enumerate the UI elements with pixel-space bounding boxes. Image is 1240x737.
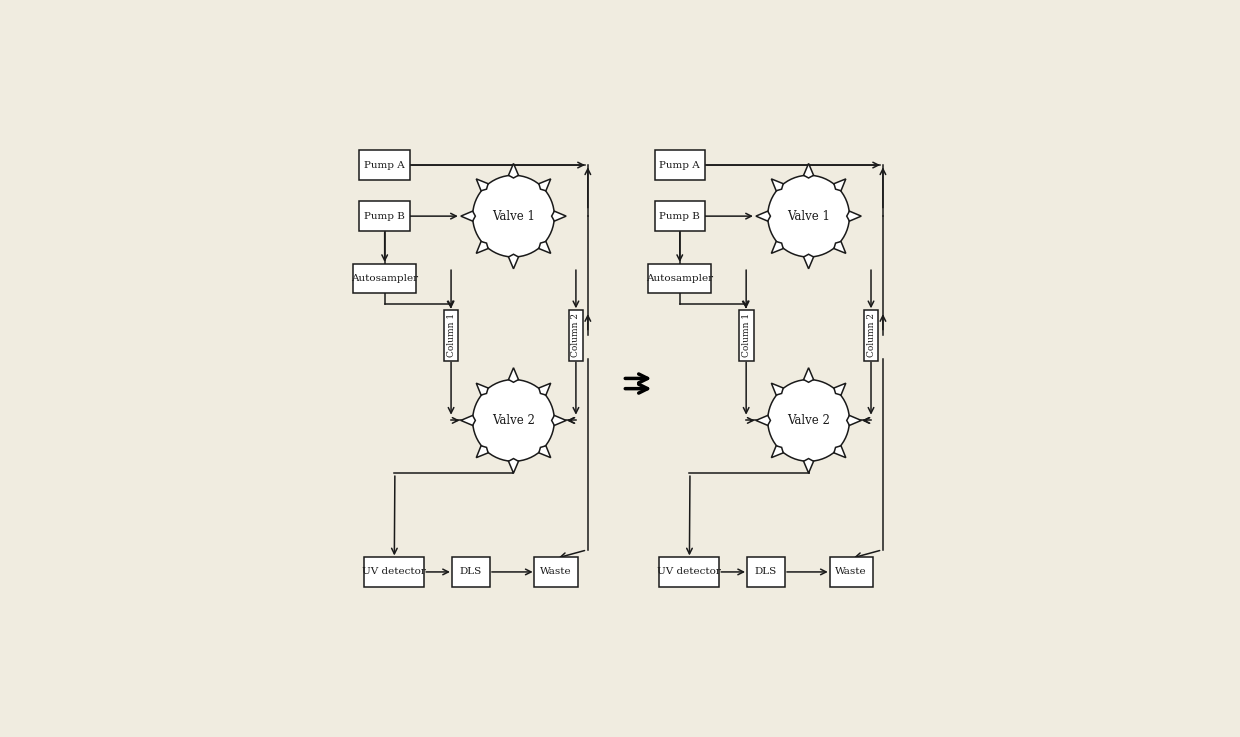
Text: Valve 2: Valve 2: [787, 414, 830, 427]
FancyBboxPatch shape: [360, 201, 410, 231]
Polygon shape: [771, 383, 784, 395]
FancyBboxPatch shape: [365, 557, 424, 587]
Polygon shape: [476, 446, 489, 458]
FancyBboxPatch shape: [444, 310, 459, 360]
Polygon shape: [539, 179, 551, 191]
Polygon shape: [539, 446, 551, 458]
Polygon shape: [476, 242, 489, 254]
FancyBboxPatch shape: [655, 201, 706, 231]
FancyBboxPatch shape: [830, 557, 873, 587]
Circle shape: [472, 380, 554, 461]
FancyBboxPatch shape: [660, 557, 719, 587]
Text: Column 1: Column 1: [446, 313, 455, 357]
Text: Pump A: Pump A: [365, 161, 405, 170]
FancyBboxPatch shape: [568, 310, 583, 360]
Polygon shape: [756, 211, 770, 221]
Polygon shape: [508, 458, 518, 473]
Polygon shape: [539, 242, 551, 254]
Polygon shape: [771, 242, 784, 254]
Polygon shape: [835, 446, 846, 458]
Circle shape: [768, 380, 849, 461]
Polygon shape: [461, 416, 475, 425]
FancyBboxPatch shape: [451, 557, 490, 587]
Text: UV detector: UV detector: [362, 567, 427, 576]
Polygon shape: [508, 368, 518, 383]
Text: Pump B: Pump B: [660, 212, 701, 220]
Polygon shape: [835, 383, 846, 395]
Polygon shape: [756, 416, 770, 425]
Polygon shape: [552, 211, 567, 221]
Polygon shape: [476, 179, 489, 191]
Text: UV detector: UV detector: [657, 567, 722, 576]
FancyBboxPatch shape: [360, 150, 410, 180]
Text: Column 1: Column 1: [742, 313, 750, 357]
Text: DLS: DLS: [755, 567, 777, 576]
Polygon shape: [835, 242, 846, 254]
Polygon shape: [539, 383, 551, 395]
FancyBboxPatch shape: [534, 557, 578, 587]
Text: Valve 1: Valve 1: [492, 209, 534, 223]
FancyBboxPatch shape: [739, 310, 754, 360]
Text: Autosampler: Autosampler: [646, 274, 713, 283]
Polygon shape: [771, 446, 784, 458]
Text: Autosampler: Autosampler: [351, 274, 418, 283]
Text: Valve 1: Valve 1: [787, 209, 830, 223]
Polygon shape: [804, 368, 813, 383]
Circle shape: [768, 175, 849, 257]
Polygon shape: [476, 383, 489, 395]
Text: Column 2: Column 2: [572, 313, 580, 357]
Text: DLS: DLS: [460, 567, 482, 576]
Polygon shape: [508, 164, 518, 178]
Polygon shape: [847, 416, 862, 425]
Text: Waste: Waste: [541, 567, 572, 576]
FancyBboxPatch shape: [353, 264, 415, 293]
Polygon shape: [804, 458, 813, 473]
Text: Valve 2: Valve 2: [492, 414, 534, 427]
Polygon shape: [771, 179, 784, 191]
FancyBboxPatch shape: [746, 557, 785, 587]
Text: Column 2: Column 2: [867, 313, 875, 357]
Circle shape: [472, 175, 554, 257]
Text: Pump A: Pump A: [660, 161, 701, 170]
FancyBboxPatch shape: [655, 150, 706, 180]
Polygon shape: [835, 179, 846, 191]
Polygon shape: [461, 211, 475, 221]
Polygon shape: [847, 211, 862, 221]
Polygon shape: [508, 254, 518, 269]
Polygon shape: [804, 164, 813, 178]
Polygon shape: [552, 416, 567, 425]
Text: Waste: Waste: [836, 567, 867, 576]
FancyBboxPatch shape: [649, 264, 711, 293]
FancyBboxPatch shape: [863, 310, 878, 360]
Text: Pump B: Pump B: [365, 212, 405, 220]
Polygon shape: [804, 254, 813, 269]
